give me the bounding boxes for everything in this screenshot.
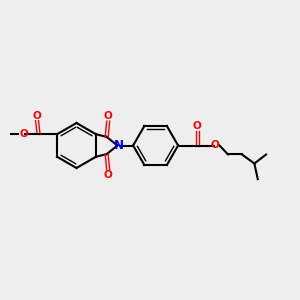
Text: O: O: [104, 111, 112, 121]
Text: O: O: [104, 170, 112, 180]
Text: O: O: [193, 121, 202, 131]
Text: O: O: [210, 140, 219, 151]
Text: O: O: [33, 111, 41, 121]
Text: N: N: [114, 139, 124, 152]
Text: O: O: [20, 129, 29, 139]
